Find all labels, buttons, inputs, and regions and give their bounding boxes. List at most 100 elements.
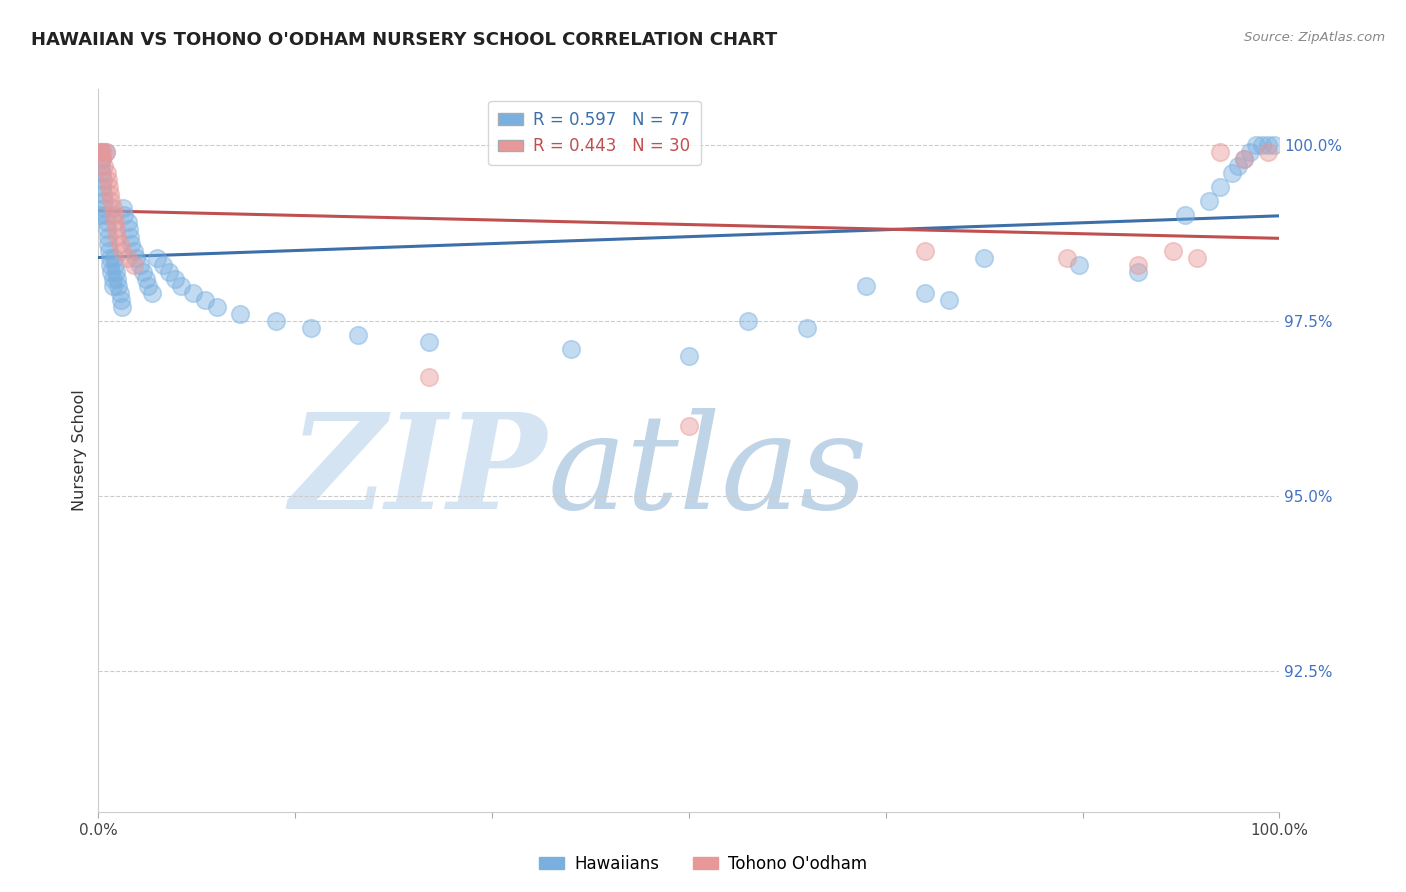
Point bbox=[560, 342, 582, 356]
Point bbox=[108, 236, 131, 251]
Point bbox=[101, 202, 124, 216]
Point bbox=[97, 236, 120, 251]
Point bbox=[90, 145, 112, 160]
Point bbox=[194, 293, 217, 307]
Text: ZIP: ZIP bbox=[290, 408, 547, 537]
Point bbox=[121, 236, 143, 251]
Point bbox=[91, 173, 114, 187]
Point bbox=[105, 229, 128, 244]
Point bbox=[105, 271, 128, 285]
Point bbox=[157, 264, 180, 278]
Point bbox=[1263, 138, 1285, 153]
Point bbox=[855, 278, 877, 293]
Point bbox=[101, 271, 124, 285]
Point bbox=[1126, 258, 1149, 272]
Point bbox=[1209, 145, 1232, 160]
Point bbox=[122, 258, 145, 272]
Point bbox=[1174, 209, 1197, 223]
Point bbox=[170, 278, 193, 293]
Point bbox=[90, 160, 112, 174]
Point bbox=[117, 251, 139, 265]
Point bbox=[1161, 244, 1184, 258]
Point bbox=[98, 258, 121, 272]
Point bbox=[91, 180, 114, 194]
Point bbox=[111, 300, 134, 314]
Point bbox=[914, 244, 936, 258]
Point bbox=[93, 194, 115, 209]
Y-axis label: Nursery School: Nursery School bbox=[72, 390, 87, 511]
Point bbox=[938, 293, 960, 307]
Point bbox=[973, 251, 995, 265]
Point bbox=[112, 202, 135, 216]
Point bbox=[91, 153, 114, 167]
Point bbox=[93, 202, 115, 216]
Point bbox=[100, 264, 122, 278]
Point bbox=[132, 264, 155, 278]
Point bbox=[1067, 258, 1090, 272]
Point bbox=[91, 187, 114, 202]
Point bbox=[796, 320, 818, 334]
Point bbox=[1185, 251, 1208, 265]
Point bbox=[103, 251, 125, 265]
Point bbox=[89, 145, 111, 160]
Point bbox=[97, 229, 120, 244]
Point bbox=[1233, 153, 1256, 167]
Point bbox=[90, 145, 112, 160]
Point bbox=[418, 334, 440, 349]
Point bbox=[105, 222, 128, 236]
Point bbox=[678, 349, 700, 363]
Point bbox=[1257, 138, 1279, 153]
Point bbox=[299, 320, 322, 334]
Point bbox=[1227, 160, 1250, 174]
Point bbox=[152, 258, 174, 272]
Point bbox=[1198, 194, 1220, 209]
Point bbox=[91, 153, 114, 167]
Point bbox=[93, 160, 115, 174]
Point bbox=[128, 258, 150, 272]
Point bbox=[229, 307, 252, 321]
Point bbox=[104, 215, 127, 229]
Point bbox=[1244, 138, 1267, 153]
Point bbox=[101, 278, 124, 293]
Point bbox=[141, 285, 163, 300]
Point bbox=[181, 285, 204, 300]
Point bbox=[111, 244, 134, 258]
Point bbox=[1220, 166, 1243, 180]
Point bbox=[117, 215, 139, 229]
Point bbox=[146, 251, 169, 265]
Point bbox=[96, 215, 118, 229]
Point bbox=[96, 222, 118, 236]
Point bbox=[91, 166, 114, 180]
Text: Source: ZipAtlas.com: Source: ZipAtlas.com bbox=[1244, 31, 1385, 45]
Legend: R = 0.597   N = 77, R = 0.443   N = 30: R = 0.597 N = 77, R = 0.443 N = 30 bbox=[488, 101, 700, 166]
Point bbox=[914, 285, 936, 300]
Point bbox=[97, 173, 120, 187]
Point bbox=[347, 327, 370, 342]
Point bbox=[105, 264, 128, 278]
Point bbox=[98, 251, 121, 265]
Point bbox=[1257, 145, 1279, 160]
Point bbox=[1233, 153, 1256, 167]
Point bbox=[112, 209, 135, 223]
Point bbox=[108, 285, 131, 300]
Point bbox=[110, 293, 132, 307]
Point bbox=[91, 145, 114, 160]
Text: HAWAIIAN VS TOHONO O'ODHAM NURSERY SCHOOL CORRELATION CHART: HAWAIIAN VS TOHONO O'ODHAM NURSERY SCHOO… bbox=[31, 31, 778, 49]
Text: atlas: atlas bbox=[547, 408, 868, 537]
Point bbox=[98, 244, 121, 258]
Point bbox=[103, 209, 125, 223]
Point bbox=[135, 271, 157, 285]
Point bbox=[94, 145, 117, 160]
Point bbox=[96, 166, 118, 180]
Point bbox=[104, 258, 127, 272]
Point bbox=[107, 278, 129, 293]
Point bbox=[165, 271, 187, 285]
Point bbox=[1250, 138, 1272, 153]
Point bbox=[678, 418, 700, 433]
Point bbox=[118, 222, 141, 236]
Point bbox=[205, 300, 228, 314]
Point bbox=[1239, 145, 1261, 160]
Point bbox=[100, 194, 122, 209]
Point bbox=[418, 369, 440, 384]
Point bbox=[120, 229, 142, 244]
